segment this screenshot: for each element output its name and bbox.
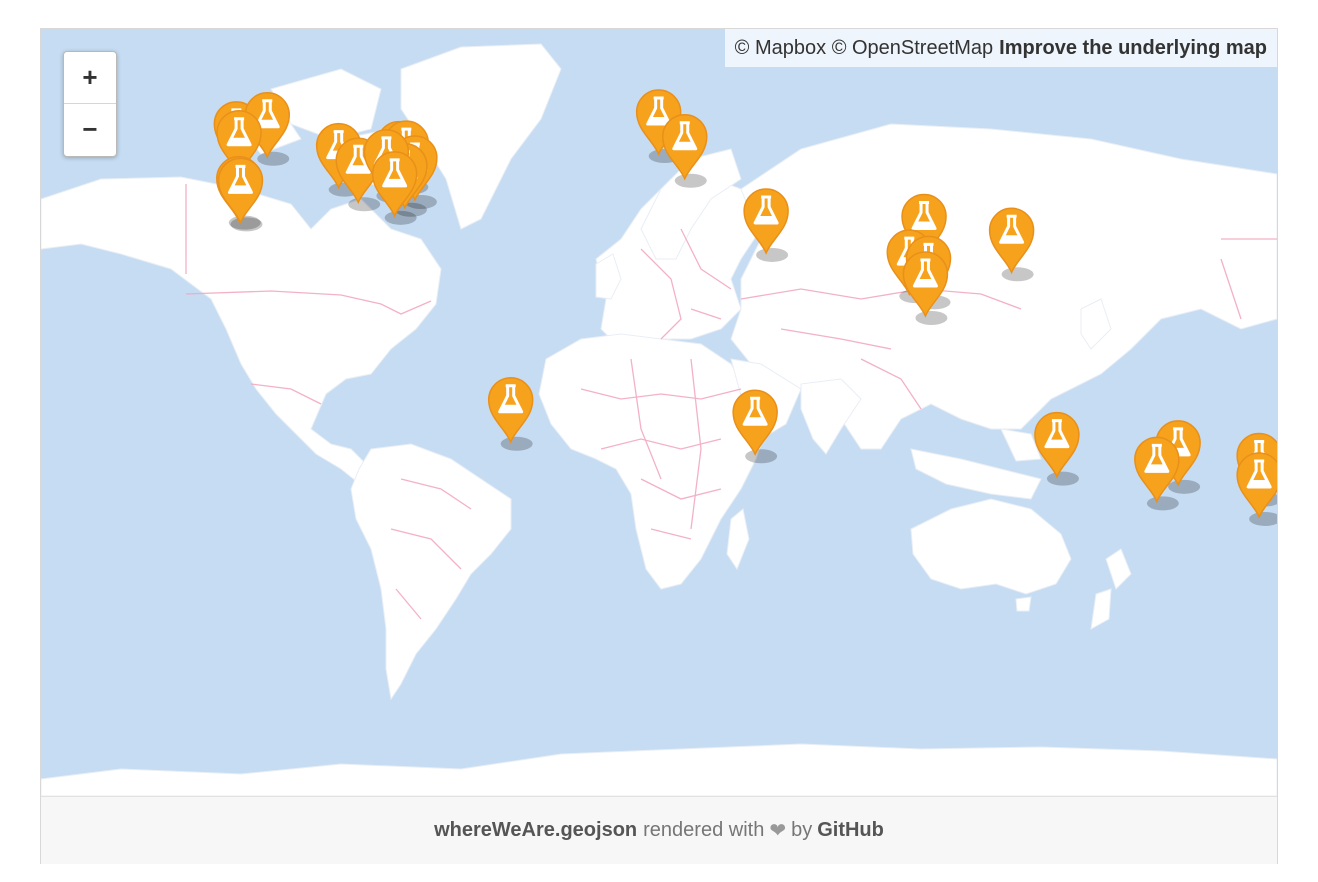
flask-icon <box>1246 459 1272 489</box>
marker-wellington[interactable] <box>1236 452 1277 519</box>
marker-cairo[interactable] <box>743 188 789 255</box>
flask-liquid <box>384 178 405 185</box>
flask-icon <box>382 158 408 188</box>
map-attribution: © Mapbox © OpenStreetMap Improve the und… <box>724 29 1277 67</box>
flask-liquid <box>229 137 250 144</box>
flask-liquid <box>500 404 521 411</box>
by-text: by <box>791 819 813 841</box>
render-footer: whereWeAre.geojson rendered with ❤ by Gi… <box>41 796 1277 864</box>
marker-shadow <box>756 247 789 262</box>
flask-liquid <box>914 221 935 228</box>
flask-liquid <box>1146 464 1167 471</box>
flask-icon <box>254 99 280 129</box>
github-link[interactable]: GitHub <box>817 819 884 841</box>
flask-liquid <box>674 141 695 148</box>
zoom-control: + − <box>63 51 117 157</box>
marker-shadow <box>257 151 290 166</box>
marker-shadow <box>1249 511 1277 526</box>
flask-icon <box>1144 443 1170 473</box>
marker-riodejaneiro[interactable] <box>487 377 534 444</box>
flask-icon <box>646 96 672 126</box>
marker-shadow <box>745 449 778 464</box>
mapbox-attribution-link[interactable]: © Mapbox <box>734 36 827 59</box>
improve-map-link[interactable]: Improve the underlying map <box>999 36 1267 59</box>
marker-shadow <box>674 173 707 188</box>
marker-shadow <box>230 217 263 232</box>
flask-icon <box>498 384 524 414</box>
flask-liquid <box>915 278 936 285</box>
flask-icon <box>753 195 779 225</box>
marker-shadow <box>384 210 417 225</box>
flask-icon <box>1044 419 1070 449</box>
marker-shadow <box>915 310 948 325</box>
flask-liquid <box>756 215 777 222</box>
marker-shadow <box>228 215 261 230</box>
flask-icon <box>672 121 698 151</box>
flask-icon <box>911 200 937 230</box>
marker-shadow <box>500 436 533 451</box>
map-view[interactable]: + − © Mapbox © OpenStreetMap Improve the… <box>41 29 1277 796</box>
flask-icon <box>742 396 768 426</box>
marker-shadow <box>404 194 437 209</box>
marker-shadow <box>1168 479 1201 494</box>
flask-liquid <box>1249 479 1270 486</box>
marker-dc[interactable] <box>371 151 418 218</box>
marker-shadow <box>348 197 381 212</box>
marker-switzerland[interactable] <box>661 113 708 181</box>
flask-liquid <box>1001 235 1022 242</box>
osm-attribution-link[interactable]: © OpenStreetMap <box>831 36 994 59</box>
marker-bayarea[interactable] <box>217 157 264 225</box>
zoom-in-button[interactable]: + <box>82 62 98 92</box>
marker-shadow <box>1146 496 1179 511</box>
marker-bangalore[interactable] <box>902 251 949 318</box>
flask-liquid <box>1046 439 1067 446</box>
markers-layer <box>213 89 1277 526</box>
marker-seattle[interactable] <box>216 109 262 177</box>
flask-liquid <box>348 165 369 172</box>
basemap <box>41 29 1277 796</box>
flask-liquid <box>745 417 766 424</box>
marker-shadow <box>394 202 427 217</box>
flask-liquid <box>648 117 669 124</box>
marker-melbourne[interactable] <box>1134 436 1180 504</box>
rendered-with-text: rendered with <box>643 819 765 841</box>
marker-shadow <box>1001 267 1034 282</box>
flask-icon <box>226 117 252 147</box>
marker-kunming[interactable] <box>988 207 1035 275</box>
flask-liquid <box>230 185 251 192</box>
map-embed: + − © Mapbox © OpenStreetMap Improve the… <box>40 28 1278 864</box>
geojson-filename: whereWeAre.geojson <box>434 819 638 841</box>
zoom-out-button[interactable]: − <box>64 103 116 155</box>
marker-calgary[interactable] <box>244 92 291 159</box>
flask-icon <box>227 164 253 194</box>
marker-perth[interactable] <box>1034 411 1080 479</box>
flask-icon <box>999 214 1025 244</box>
flask-liquid <box>257 119 278 126</box>
marker-johannesburg[interactable] <box>732 389 778 457</box>
flask-icon <box>912 258 938 288</box>
heart-icon: ❤ <box>769 820 787 842</box>
flask-icon <box>345 144 371 174</box>
marker-shadow <box>1046 471 1079 486</box>
